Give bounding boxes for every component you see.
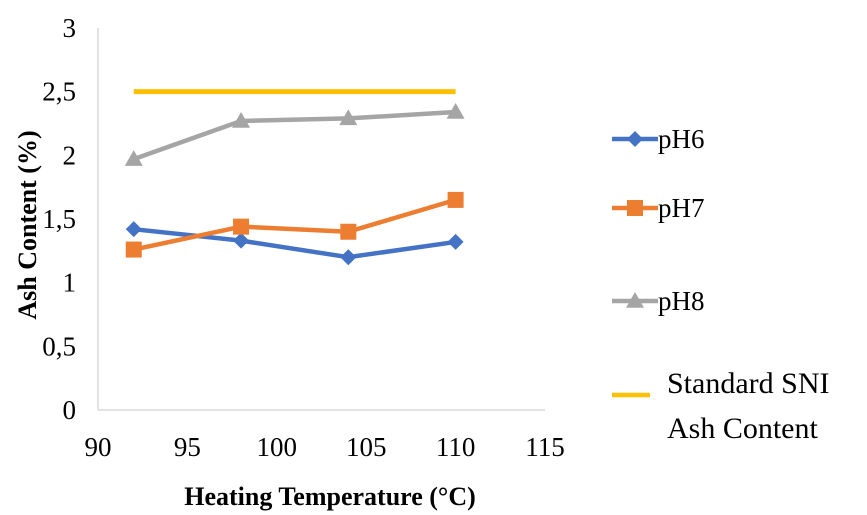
y-tick-label: 0	[63, 395, 77, 425]
series-ph6	[125, 221, 464, 266]
data-point-ph7	[340, 223, 357, 240]
series-line-ph6	[133, 226, 456, 260]
data-point-ph7	[125, 241, 142, 258]
x-tick-label: 110	[436, 432, 476, 462]
legend-label: Ash Content	[667, 412, 819, 445]
legend-label: pH6	[658, 124, 705, 154]
data-point-ph7	[233, 218, 250, 235]
legend-marker	[626, 292, 644, 308]
data-point-ph8	[124, 150, 143, 166]
data-point-ph6	[340, 249, 357, 266]
legend-item-ph7: pH7	[612, 193, 705, 223]
series-line-ph7	[133, 197, 457, 252]
x-axis-title: Heating Temperature (°C)	[184, 482, 476, 511]
y-tick-label: 2,5	[42, 77, 76, 107]
y-axis-ticks: 0 0,5 1 1,5 2 2,5 3	[42, 13, 76, 425]
data-point-ph8	[232, 111, 251, 128]
y-tick-label: 1,5	[42, 204, 76, 234]
legend: pH6 pH7 pH8 Standard SNI Ash Content	[612, 124, 829, 445]
y-tick-label: 3	[63, 13, 77, 43]
series-line-ph8	[133, 109, 456, 162]
legend-item-ph6: pH6	[612, 124, 705, 154]
series-ph7	[125, 191, 464, 258]
data-point-ph7	[447, 191, 464, 208]
y-tick-label: 1	[63, 268, 77, 298]
y-axis-title: Ash Content (%)	[13, 130, 42, 319]
data-point-ph6	[233, 232, 250, 249]
data-point-ph8	[339, 109, 358, 126]
legend-marker	[627, 131, 643, 147]
x-tick-label: 100	[257, 432, 298, 462]
y-tick-label: 2	[63, 140, 77, 170]
x-tick-label: 90	[85, 432, 112, 462]
x-axis-ticks: 90 95 100 105 110 115	[85, 432, 565, 462]
data-point-ph6	[447, 233, 464, 250]
data-point-ph8	[446, 103, 465, 119]
legend-label: pH8	[658, 286, 705, 316]
legend-label: pH7	[658, 193, 705, 223]
legend-item-ph8: pH8	[612, 286, 705, 316]
legend-marker	[627, 200, 643, 216]
plot-area	[97, 28, 545, 411]
legend-label: Standard SNI	[667, 367, 829, 400]
series-ph8	[124, 103, 465, 166]
data-point-ph6	[125, 221, 142, 238]
legend-item-standard-sni-ash-content: Standard SNI Ash Content	[612, 367, 829, 445]
y-tick-label: 0,5	[42, 331, 76, 361]
x-tick-label: 95	[174, 432, 201, 462]
x-tick-label: 115	[525, 432, 565, 462]
x-tick-label: 105	[346, 432, 387, 462]
